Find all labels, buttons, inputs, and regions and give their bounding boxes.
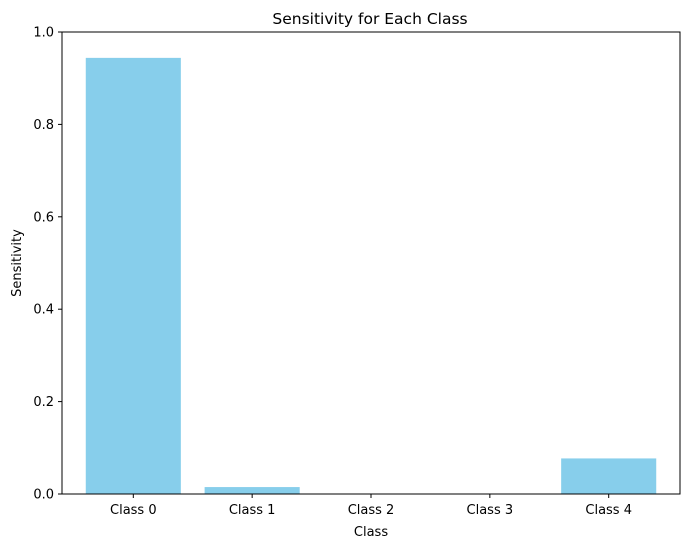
y-axis-ticks: 0.0 0.2 0.4 0.6 0.8 1.0 [33,26,62,503]
x-axis-ticks: Class 0 Class 1 Class 2 Class 3 Class 4 [110,494,632,518]
chart-title: Sensitivity for Each Class [272,10,467,28]
y-axis-label: Sensitivity [10,229,25,297]
x-tick-label: Class 0 [110,503,157,518]
x-tick-label: Class 1 [229,503,276,518]
x-tick-label: Class 3 [467,503,514,518]
y-tick-label: 0.8 [33,118,54,133]
bar-class-1 [204,487,300,494]
x-axis-label: Class [354,525,388,540]
y-tick-label: 0.4 [33,303,54,318]
bar-class-0 [85,57,181,494]
bar-class-4 [561,458,657,494]
y-tick-label: 0.6 [33,210,54,225]
x-tick-label: Class 2 [348,503,395,518]
y-tick-label: 0.2 [33,395,54,410]
y-tick-label: 1.0 [33,26,54,41]
y-tick-label: 0.0 [33,488,54,503]
bars-group [85,57,657,494]
x-tick-label: Class 4 [585,503,632,518]
